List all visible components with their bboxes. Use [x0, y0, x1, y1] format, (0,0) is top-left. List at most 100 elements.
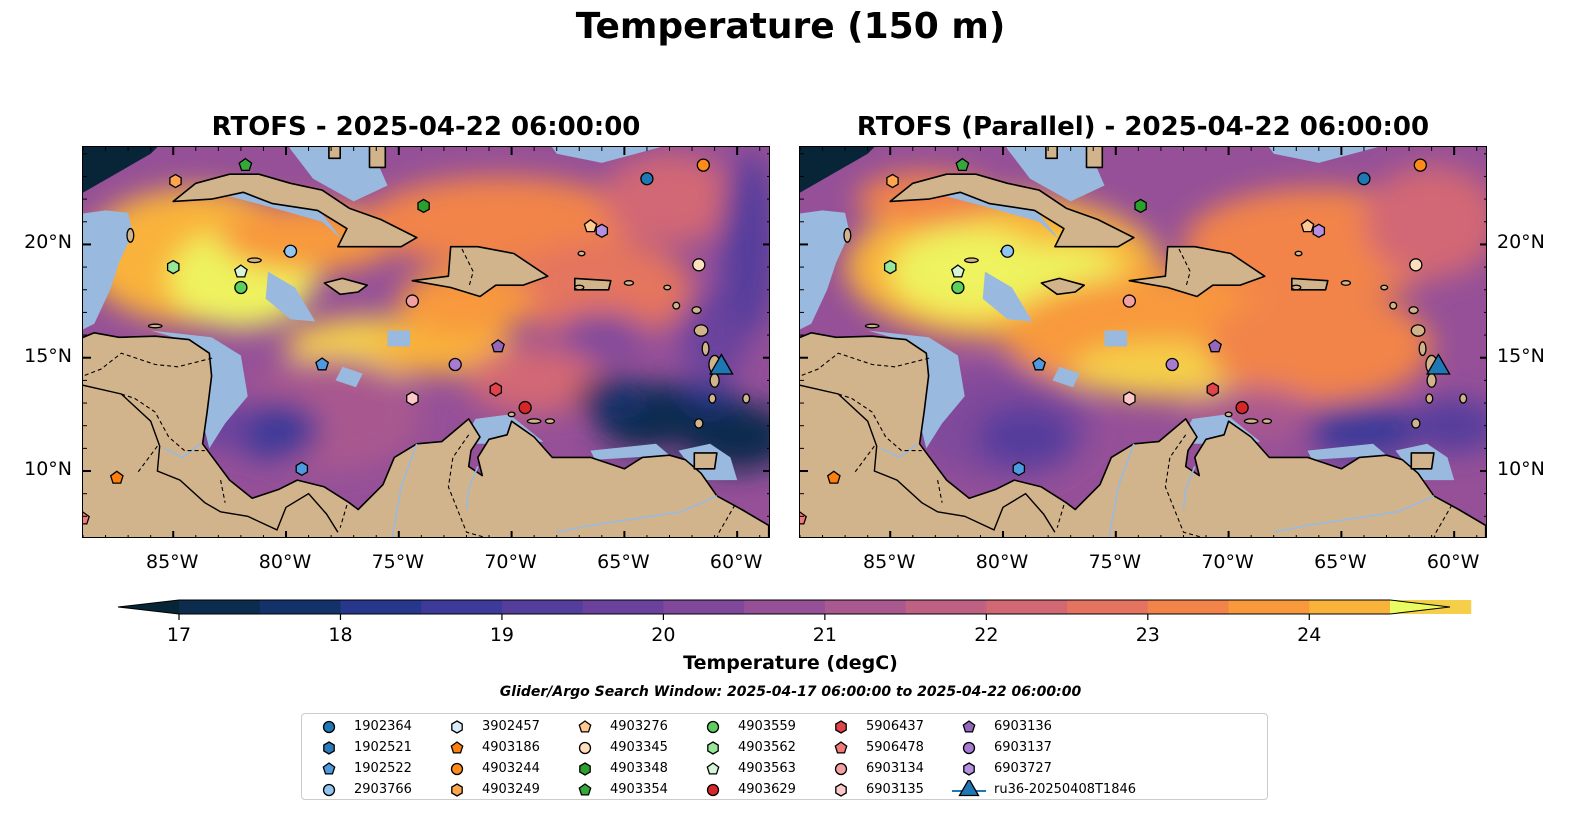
marker-4903354[interactable]	[238, 157, 253, 172]
river-3	[465, 466, 479, 510]
legend-marker-4903249[interactable]	[451, 783, 463, 797]
legend-marker-4903244[interactable]	[450, 762, 464, 776]
legend-marker-6903135[interactable]	[835, 783, 847, 797]
marker-6903136[interactable]	[1208, 339, 1222, 353]
extra-marker-2[interactable]	[295, 461, 309, 477]
legend-marker-4903345[interactable]	[578, 741, 592, 755]
marker-4903559[interactable]	[234, 280, 248, 295]
marker-4903348[interactable]	[1134, 198, 1147, 214]
legend-marker-4903186[interactable]	[450, 741, 464, 754]
marker-6903137[interactable]	[448, 357, 462, 372]
extra-marker-0[interactable]	[1409, 258, 1423, 272]
legend-marker-4903562[interactable]	[707, 741, 719, 755]
legend-marker-icon	[450, 762, 464, 776]
gulf-cold-water	[83, 147, 158, 193]
marker-5906437[interactable]	[489, 382, 503, 397]
legend-marker-4903348[interactable]	[579, 762, 591, 776]
marker-4903186[interactable]	[826, 470, 841, 484]
marker-ru36-20250408T1846[interactable]	[708, 353, 734, 375]
marker-4903629[interactable]	[1235, 400, 1249, 415]
extra-marker-0[interactable]	[692, 258, 706, 272]
map-panel-rtofs[interactable]	[82, 146, 770, 538]
legend-marker-4903354[interactable]	[578, 783, 592, 796]
marker-4903244[interactable]	[696, 158, 710, 172]
marker-6903727[interactable]	[595, 223, 609, 239]
island-3	[1411, 418, 1421, 429]
marker-4903354[interactable]	[955, 157, 970, 172]
temperature-field	[83, 153, 769, 537]
marker-4903348[interactable]	[417, 198, 430, 214]
marker-4903186[interactable]	[109, 470, 124, 484]
legend-label: 1902522	[354, 761, 412, 776]
shelf-2	[222, 185, 343, 240]
legend-marker-4903559[interactable]	[706, 720, 720, 734]
legend-marker-5906478[interactable]	[834, 741, 848, 754]
colorbar-tick-label: 19	[489, 624, 515, 646]
legend-label: 6903135	[866, 782, 924, 797]
legend-marker-6903134[interactable]	[834, 762, 848, 776]
country-border-0	[121, 393, 205, 452]
legend-marker-1902521[interactable]	[323, 741, 335, 755]
marker-6903137[interactable]	[1165, 357, 1179, 372]
marker-6903727[interactable]	[1312, 223, 1326, 239]
marker-5906478[interactable]	[800, 511, 807, 525]
legend-marker-ru36-20250408T1846[interactable]	[958, 780, 980, 797]
marker-4903563[interactable]	[950, 264, 965, 278]
marker-4903562[interactable]	[166, 259, 180, 275]
legend-label: 6903727	[994, 761, 1052, 776]
marker-4903276[interactable]	[1300, 218, 1315, 233]
legend-marker-5906437[interactable]	[835, 720, 847, 734]
marker-4903629[interactable]	[518, 400, 532, 415]
extra-marker-1[interactable]	[169, 173, 182, 189]
marker-4903244[interactable]	[1413, 158, 1427, 172]
marker-2903766[interactable]	[1000, 244, 1015, 258]
marker-1902522[interactable]	[1032, 357, 1047, 371]
legend-marker-6903727[interactable]	[963, 762, 975, 776]
colorbar-segment	[340, 600, 422, 614]
island-14	[247, 257, 262, 264]
river-1	[391, 443, 418, 537]
country-border-1	[800, 352, 931, 377]
legend-marker-6903136[interactable]	[962, 720, 976, 733]
marker-2903766[interactable]	[283, 244, 298, 258]
legend-marker-1902522[interactable]	[322, 762, 336, 775]
marker-6903135[interactable]	[406, 391, 419, 406]
marker-6903134[interactable]	[1122, 294, 1136, 308]
shelf-3	[1006, 147, 1105, 202]
island-11	[1261, 418, 1273, 425]
extra-marker-1[interactable]	[886, 173, 899, 189]
legend-marker-4903563[interactable]	[706, 762, 720, 775]
island-10	[742, 393, 751, 404]
map-panel-rtofs-parallel[interactable]	[799, 146, 1487, 538]
legend-marker-4903629[interactable]	[706, 783, 720, 797]
marker-4903559[interactable]	[951, 280, 965, 295]
country-border-2	[220, 479, 226, 503]
marker-5906437[interactable]	[1206, 382, 1220, 397]
marker-4903563[interactable]	[233, 264, 248, 278]
marker-4903276[interactable]	[583, 218, 598, 233]
lon-tick-label: 65°W	[1314, 551, 1367, 573]
legend-marker-6903137[interactable]	[962, 741, 976, 755]
legend-marker-1902364[interactable]	[322, 720, 336, 734]
marker-1902522[interactable]	[315, 357, 330, 371]
marker-ru36-20250408T1846[interactable]	[1425, 353, 1451, 375]
temperature-contour-17	[577, 375, 650, 422]
colorbar-segment	[1147, 600, 1230, 614]
marker-5906478[interactable]	[83, 511, 90, 525]
shelf-1	[150, 330, 248, 449]
island-19	[1294, 250, 1303, 257]
extra-marker-2[interactable]	[1012, 461, 1026, 477]
temperature-map-rtofs	[83, 147, 769, 537]
legend-marker-3902457[interactable]	[451, 720, 463, 734]
marker-6903136[interactable]	[491, 339, 505, 353]
marker-1902364[interactable]	[1357, 172, 1371, 186]
legend-marker-2903766[interactable]	[322, 783, 336, 797]
marker-4903562[interactable]	[883, 259, 897, 275]
marker-6903134[interactable]	[405, 294, 419, 308]
marker-1902364[interactable]	[640, 172, 654, 186]
marker-6903135[interactable]	[1123, 391, 1136, 406]
island-4	[1418, 341, 1427, 357]
legend-marker-4903276[interactable]	[578, 720, 592, 733]
temperature-contour-9	[975, 405, 1076, 469]
colorbar-segment	[1067, 600, 1149, 614]
